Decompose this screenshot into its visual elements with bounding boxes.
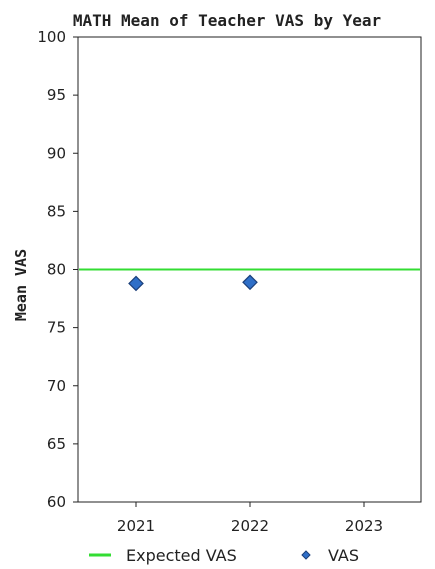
x-axis: 2021 2022 2023: [117, 502, 383, 535]
y-tick-label: 75: [47, 319, 66, 337]
y-tick-label: 85: [47, 202, 66, 220]
x-tick-label: 2021: [117, 517, 155, 535]
x-tick-label: 2022: [231, 517, 269, 535]
y-tick-label: 70: [47, 377, 66, 395]
y-tick-label: 65: [47, 435, 66, 453]
y-tick-label: 60: [47, 493, 66, 511]
x-tick-label: 2023: [345, 517, 383, 535]
legend-vas-swatch: [301, 550, 311, 560]
legend-expected-vas-label: Expected VAS: [126, 546, 237, 565]
chart-title: MATH Mean of Teacher VAS by Year: [73, 11, 381, 30]
y-tick-label: 95: [47, 86, 66, 104]
y-tick-label: 100: [37, 28, 66, 46]
y-axis-label: Mean VAS: [12, 249, 30, 321]
vas-point-2021: [128, 275, 144, 292]
y-axis: 100 95 90 85 80 75 70 65 60: [37, 28, 78, 511]
vas-series: [128, 274, 258, 292]
vas-point-2022: [242, 274, 258, 291]
legend: Expected VAS VAS: [89, 546, 359, 565]
legend-vas-label: VAS: [328, 546, 359, 565]
y-tick-label: 90: [47, 144, 66, 162]
y-tick-label: 80: [47, 261, 66, 279]
